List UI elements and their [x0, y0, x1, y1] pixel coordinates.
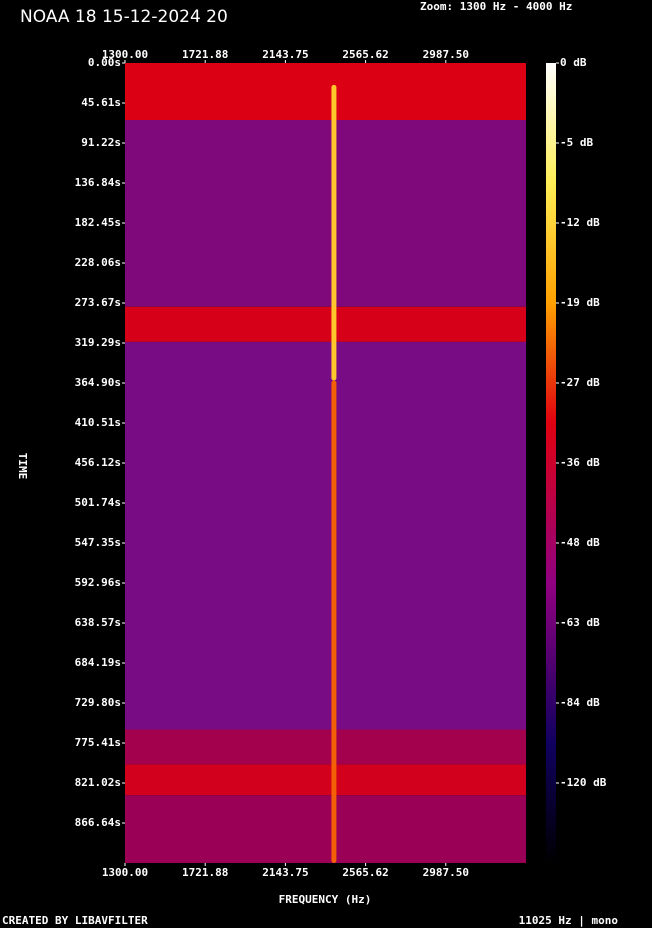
y-tick-label: 319.29s [75, 336, 121, 349]
footer-left: CREATED BY LIBAVFILTER [2, 914, 148, 927]
y-tick-label: 182.45s [75, 216, 121, 229]
x-tick-label: 2143.75 [262, 866, 308, 879]
y-tick-label: 638.57s [75, 616, 121, 629]
y-tick-label: 136.84s [75, 176, 121, 189]
y-tick-label: 547.35s [75, 536, 121, 549]
y-tick-label: 729.80s [75, 696, 121, 709]
spectrum-band [125, 795, 526, 863]
x-tick-label: 2565.62 [342, 48, 388, 61]
spectrum-band [125, 120, 526, 307]
y-tick-label: 456.12s [75, 456, 121, 469]
y-tick-label: 228.06s [75, 256, 121, 269]
y-tick-label: 866.64s [75, 816, 121, 829]
colorbar-tick-label: 0 dB [560, 56, 587, 69]
y-tick-label: 0.00s [88, 56, 121, 69]
y-tick-label: 364.90s [75, 376, 121, 389]
y-tick-label: 684.19s [75, 656, 121, 669]
y-tick-label: 273.67s [75, 296, 121, 309]
spectrum-band [125, 306, 526, 342]
x-tick-label: 1300.00 [102, 866, 148, 879]
spectrum-band [125, 63, 526, 121]
tone-line [331, 380, 337, 863]
y-tick-label: 410.51s [75, 416, 121, 429]
colorbar-tick-label: -120 dB [560, 776, 607, 789]
colorbar-tick-label: -27 dB [560, 376, 600, 389]
colorbar-tick-label: -63 dB [560, 616, 600, 629]
footer-right: 11025 Hz | mono [519, 914, 619, 927]
x-tick-label: 2565.62 [342, 866, 388, 879]
colorbar-tick-label: -84 dB [560, 696, 600, 709]
y-tick-label: 501.74s [75, 496, 121, 509]
colorbar-tick-label: -12 dB [560, 216, 600, 229]
x-tick-label: 1721.88 [182, 48, 228, 61]
x-tick-label: 1300.00 [102, 48, 148, 61]
colorbar-tick-label: -5 dB [560, 136, 593, 149]
colorbar-tick-label: -19 dB [560, 296, 600, 309]
y-tick-label: 45.61s [81, 96, 121, 109]
colorbar [546, 63, 556, 863]
x-tick-label: 2987.50 [423, 48, 469, 61]
spectrum-band [125, 729, 526, 765]
tone-line [331, 84, 337, 381]
spectrum-band [125, 341, 526, 730]
colorbar-tick-label: -36 dB [560, 456, 600, 469]
zoom-label: Zoom: 1300 Hz - 4000 Hz [420, 0, 572, 13]
colorbar-tick-label: -48 dB [560, 536, 600, 549]
y-tick-label: 821.02s [75, 776, 121, 789]
y-tick-label: 91.22s [81, 136, 121, 149]
chart-title: NOAA 18 15-12-2024 20 [20, 7, 228, 27]
x-tick-label: 2143.75 [262, 48, 308, 61]
x-tick-label: 2987.50 [423, 866, 469, 879]
x-axis-label: FREQUENCY (Hz) [279, 893, 372, 906]
y-tick-label: 592.96s [75, 576, 121, 589]
spectrum-band [125, 764, 526, 796]
y-axis-label: TIME [16, 453, 29, 480]
x-tick-label: 1721.88 [182, 866, 228, 879]
y-tick-label: 775.41s [75, 736, 121, 749]
